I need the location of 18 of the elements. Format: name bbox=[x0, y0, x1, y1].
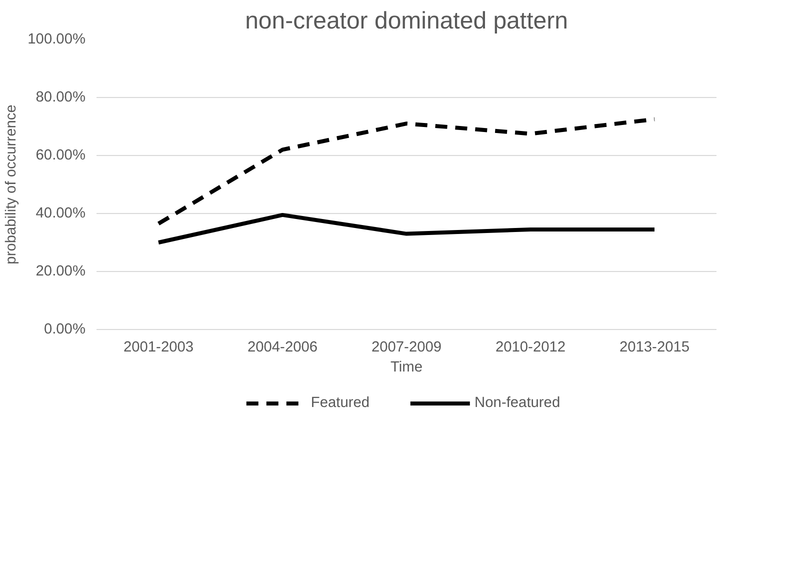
x-tick-label: 2001-2003 bbox=[123, 340, 194, 356]
y-tick-label: 40.00% bbox=[36, 206, 86, 222]
chart-title: non-creator dominated pattern bbox=[245, 8, 568, 34]
y-tick-label: 20.00% bbox=[36, 264, 86, 280]
x-tick-label: 2010-2012 bbox=[495, 340, 566, 356]
y-tick-label: 0.00% bbox=[44, 322, 86, 338]
y-tick-label: 80.00% bbox=[36, 90, 86, 106]
x-tick-label: 2013-2015 bbox=[619, 340, 690, 356]
legend-label: Non-featured bbox=[474, 395, 560, 411]
line-series bbox=[156, 212, 656, 244]
x-axis-title: Time bbox=[390, 360, 423, 376]
x-tick-label: 2004-2006 bbox=[247, 340, 318, 356]
line-series bbox=[156, 117, 656, 226]
x-tick-label: 2007-2009 bbox=[371, 340, 442, 356]
y-axis-title: probability of occurrence bbox=[4, 104, 20, 264]
y-tick-label: 100.00% bbox=[28, 32, 86, 48]
legend-label: Featured bbox=[310, 395, 370, 411]
y-tick-label: 60.00% bbox=[36, 148, 86, 164]
